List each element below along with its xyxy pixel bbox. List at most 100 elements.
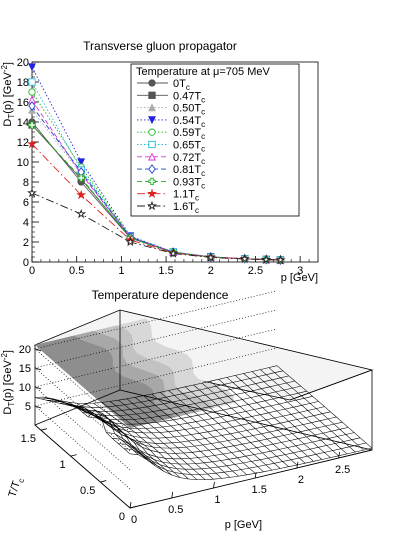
data-point — [275, 254, 286, 265]
mesh-line — [235, 375, 331, 458]
y-tick — [100, 480, 107, 483]
y-tick-label: 4 — [23, 217, 29, 229]
data-point — [76, 189, 87, 200]
data-point — [27, 138, 37, 149]
propagator-line-chart: Transverse gluon propagator 0 0.5 1 1.5 2 2.5… — [0, 39, 319, 284]
y-tick-label: 20 — [17, 57, 29, 69]
data-point — [147, 188, 157, 199]
legend-title: Temperature at μ=705 MeV — [136, 66, 270, 78]
y-tick-label: 1 — [60, 459, 66, 471]
y-tick-label: 18 — [17, 77, 29, 89]
mesh-line — [185, 386, 281, 469]
series-line — [31, 192, 281, 261]
mesh-line — [210, 380, 306, 464]
mesh-line — [143, 395, 239, 477]
legend-entry: 0.47Tc — [137, 90, 205, 104]
legend-label: 0.47Tc — [173, 90, 205, 104]
y-tick — [40, 428, 48, 431]
mesh-line — [59, 400, 156, 467]
legend-label: 1.6Tc — [173, 201, 199, 215]
y-axis-label: DT(p) [GeV-2] — [0, 62, 16, 127]
surface-mesh — [34, 365, 373, 480]
mesh-line — [101, 402, 197, 480]
x-tick — [171, 491, 174, 499]
data-point — [76, 208, 87, 219]
data-point — [239, 253, 250, 264]
mesh-line — [52, 380, 295, 416]
legend-entry: 0Tc — [137, 78, 190, 92]
legend-entry: 0.59Tc — [137, 127, 205, 141]
legend-label: 0Tc — [173, 78, 190, 92]
data-point — [148, 128, 156, 136]
data-point — [28, 121, 36, 129]
mesh-line — [243, 373, 339, 457]
x-tick-label: 0 — [29, 265, 35, 277]
mesh-line — [40, 370, 283, 408]
y-tick-label: 0.5 — [80, 485, 95, 497]
axis-ticks-3d: 0 0.5 1 1.5 2 2.5 0 0.5 1 1.5 5 10 15 20 — [19, 344, 351, 526]
y-tick-label: 12 — [17, 137, 29, 149]
legend-label: 1.1Tc — [173, 189, 199, 203]
mesh-line — [64, 390, 307, 425]
legend-label: 0.72Tc — [173, 152, 205, 166]
legend-label: 0.59Tc — [173, 127, 205, 141]
legend-label: 0.93Tc — [173, 176, 205, 190]
z-tick — [34, 348, 42, 352]
x-tick-label: 0.5 — [69, 265, 84, 277]
data-point — [28, 78, 36, 86]
series-line — [31, 143, 281, 261]
y-tick-label: 1.5 — [21, 433, 36, 445]
y-axis-label-2: T/Tc — [6, 476, 26, 500]
legend-entry: 0.81Tc — [137, 164, 205, 178]
legend: Temperature at μ=705 MeV 0Tc0.47Tc0.50Tc… — [130, 63, 300, 217]
legend-entry: 0.72Tc — [137, 152, 205, 166]
legend-entry: 0.54Tc — [137, 115, 205, 129]
z-tick — [34, 386, 42, 390]
mesh-line — [34, 365, 278, 404]
legend-label: 0.65Tc — [173, 140, 205, 154]
mesh-line — [160, 392, 256, 474]
mesh-line — [76, 402, 172, 476]
data-point — [28, 63, 36, 72]
series-lines — [27, 63, 286, 265]
mesh-line — [84, 403, 181, 478]
x-axis-label-2: p [GeV] — [225, 519, 262, 531]
legend-label: 0.81Tc — [173, 164, 205, 178]
x-tick — [338, 451, 341, 459]
legend-entry: 1.1Tc — [137, 188, 199, 203]
mesh-line — [126, 398, 222, 479]
mesh-line — [201, 382, 298, 466]
chart-title: Transverse gluon propagator — [83, 39, 237, 53]
x-tick — [296, 461, 299, 469]
series-1-6T-c — [27, 187, 286, 265]
mesh-line — [118, 399, 214, 480]
legend-label: 0.54Tc — [173, 115, 205, 129]
top-edge — [289, 369, 373, 401]
mesh-line — [260, 369, 356, 453]
mesh-line — [112, 432, 355, 465]
x-tick-label: 1.5 — [252, 484, 267, 496]
mesh-line — [218, 379, 314, 462]
y-tick-label: 0 — [23, 257, 29, 269]
x-tick-label: 3 — [297, 265, 303, 277]
mesh-line — [168, 390, 264, 473]
mesh-line — [93, 402, 189, 480]
mesh-line — [151, 393, 247, 476]
z-tick-label: 20 — [19, 344, 31, 356]
y-tick-label: 10 — [17, 157, 29, 169]
x-tick-label: 0.5 — [168, 504, 183, 516]
mesh-line — [226, 377, 323, 460]
data-point — [148, 152, 156, 161]
x-tick-label: 1 — [118, 265, 124, 277]
legend-entry: 1.6Tc — [137, 200, 199, 215]
data-point — [148, 140, 156, 149]
data-point — [125, 236, 136, 247]
data-point — [261, 254, 272, 264]
x-tick-label: 0 — [131, 514, 137, 526]
x-tick — [254, 471, 257, 479]
legend-entry: 0.65Tc — [137, 140, 205, 154]
legend-entry: 0.50Tc — [137, 103, 205, 117]
mesh-line — [176, 388, 273, 471]
mesh-line — [129, 447, 373, 480]
y-tick-label: 2 — [23, 237, 29, 249]
